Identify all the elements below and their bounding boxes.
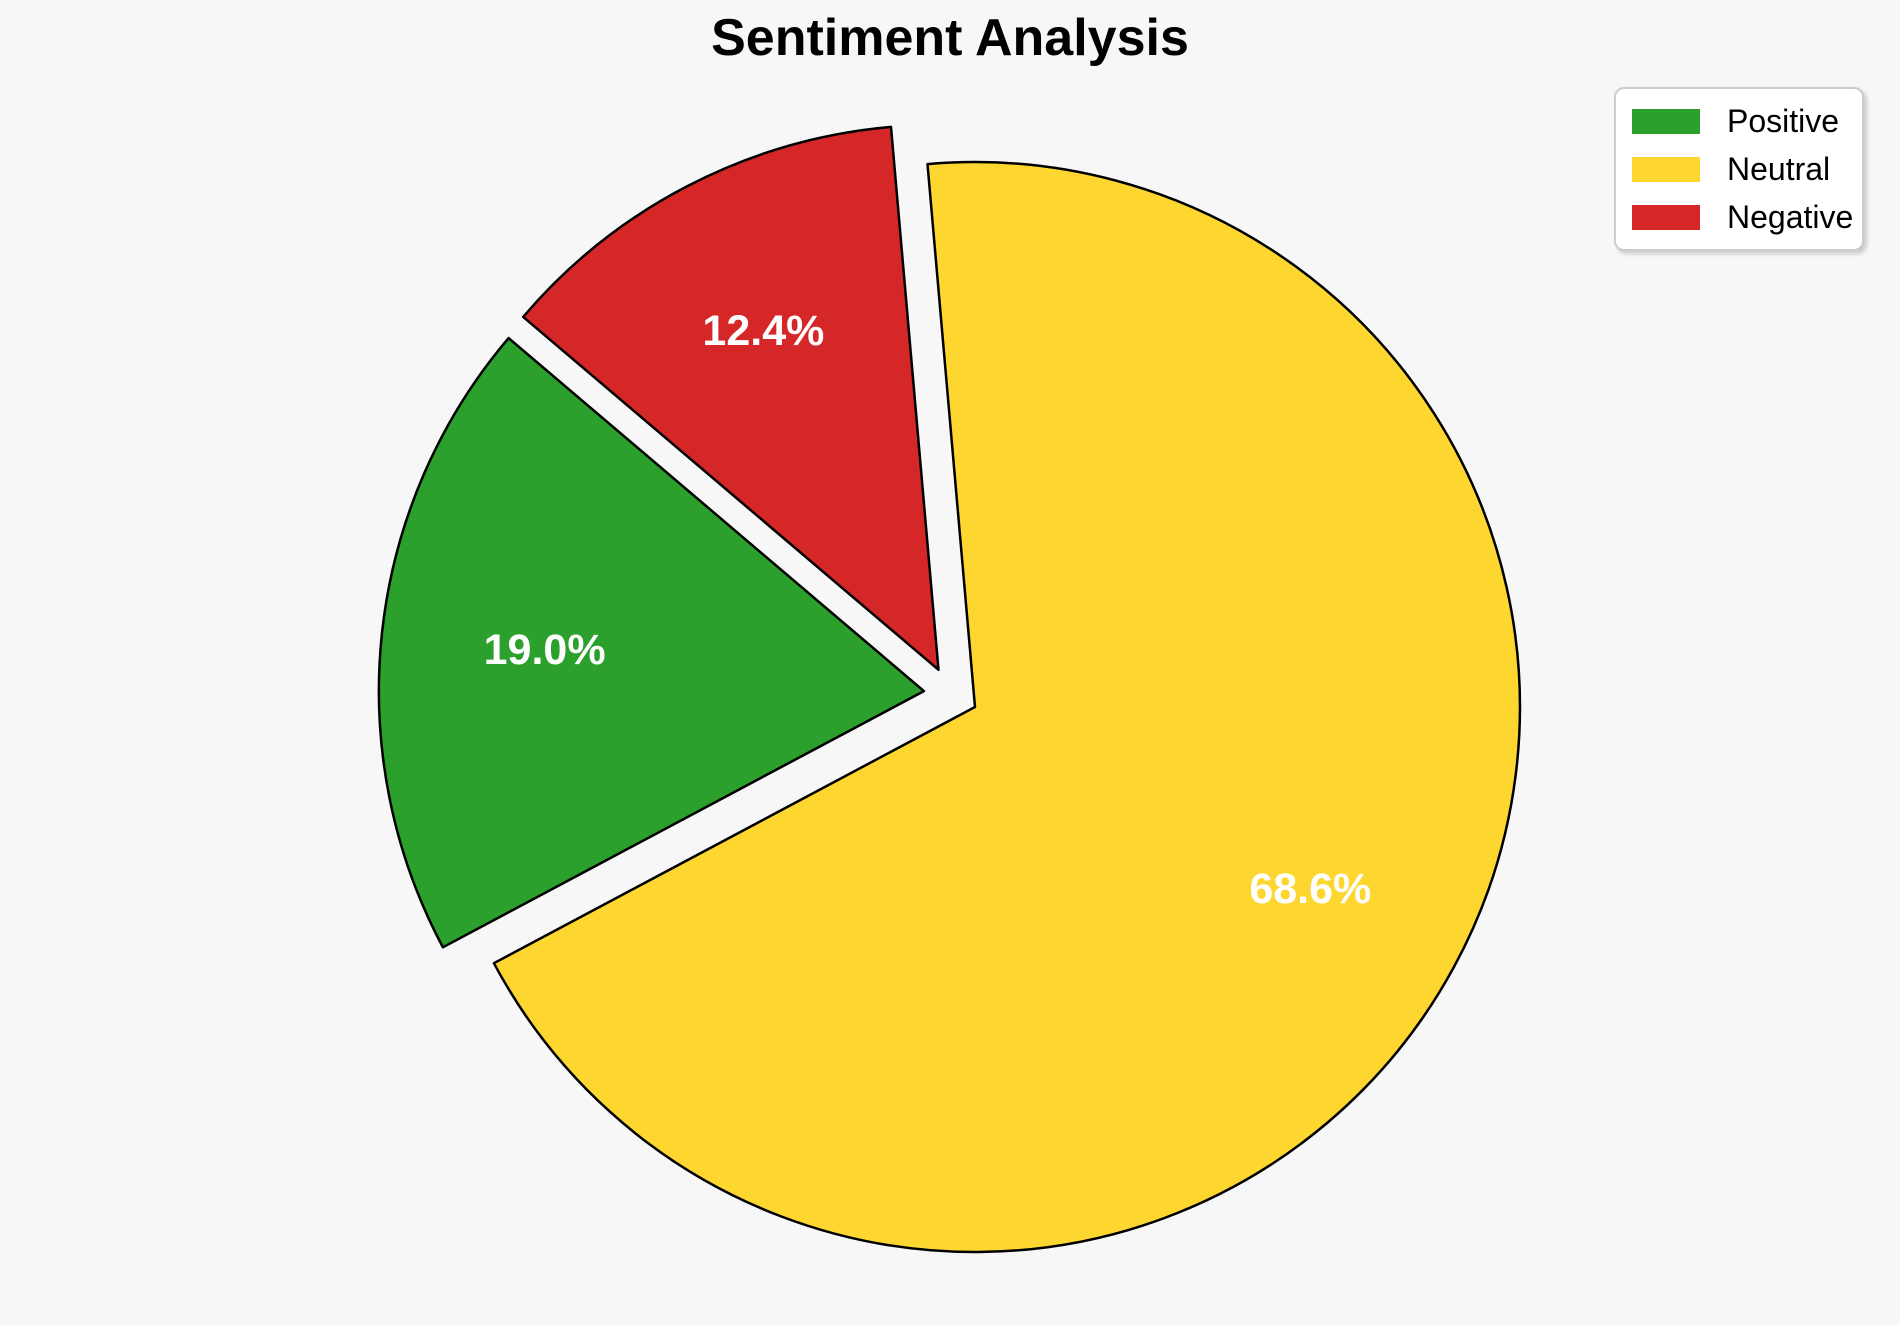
legend: Positive Neutral Negative <box>1614 87 1864 251</box>
legend-swatch-negative <box>1632 204 1700 230</box>
chart-title: Sentiment Analysis <box>711 9 1189 67</box>
legend-label-neutral: Neutral <box>1727 150 1831 187</box>
percent-label-neutral: 68.6% <box>1249 865 1371 913</box>
legend-row-positive: Positive <box>1632 97 1846 145</box>
pie-slice-positive <box>377 336 926 949</box>
legend-label-negative: Negative <box>1727 198 1854 235</box>
legend-swatch-positive <box>1632 108 1700 134</box>
legend-swatch-neutral <box>1632 156 1700 182</box>
pie-slice-negative <box>521 125 940 672</box>
percent-label-positive: 19.0% <box>484 626 606 674</box>
legend-row-neutral: Neutral <box>1632 145 1846 193</box>
pie-slice-neutral <box>492 160 1522 1254</box>
legend-label-positive: Positive <box>1727 102 1840 139</box>
legend-row-negative: Negative <box>1632 193 1853 241</box>
percent-label-negative: 12.4% <box>702 307 824 355</box>
